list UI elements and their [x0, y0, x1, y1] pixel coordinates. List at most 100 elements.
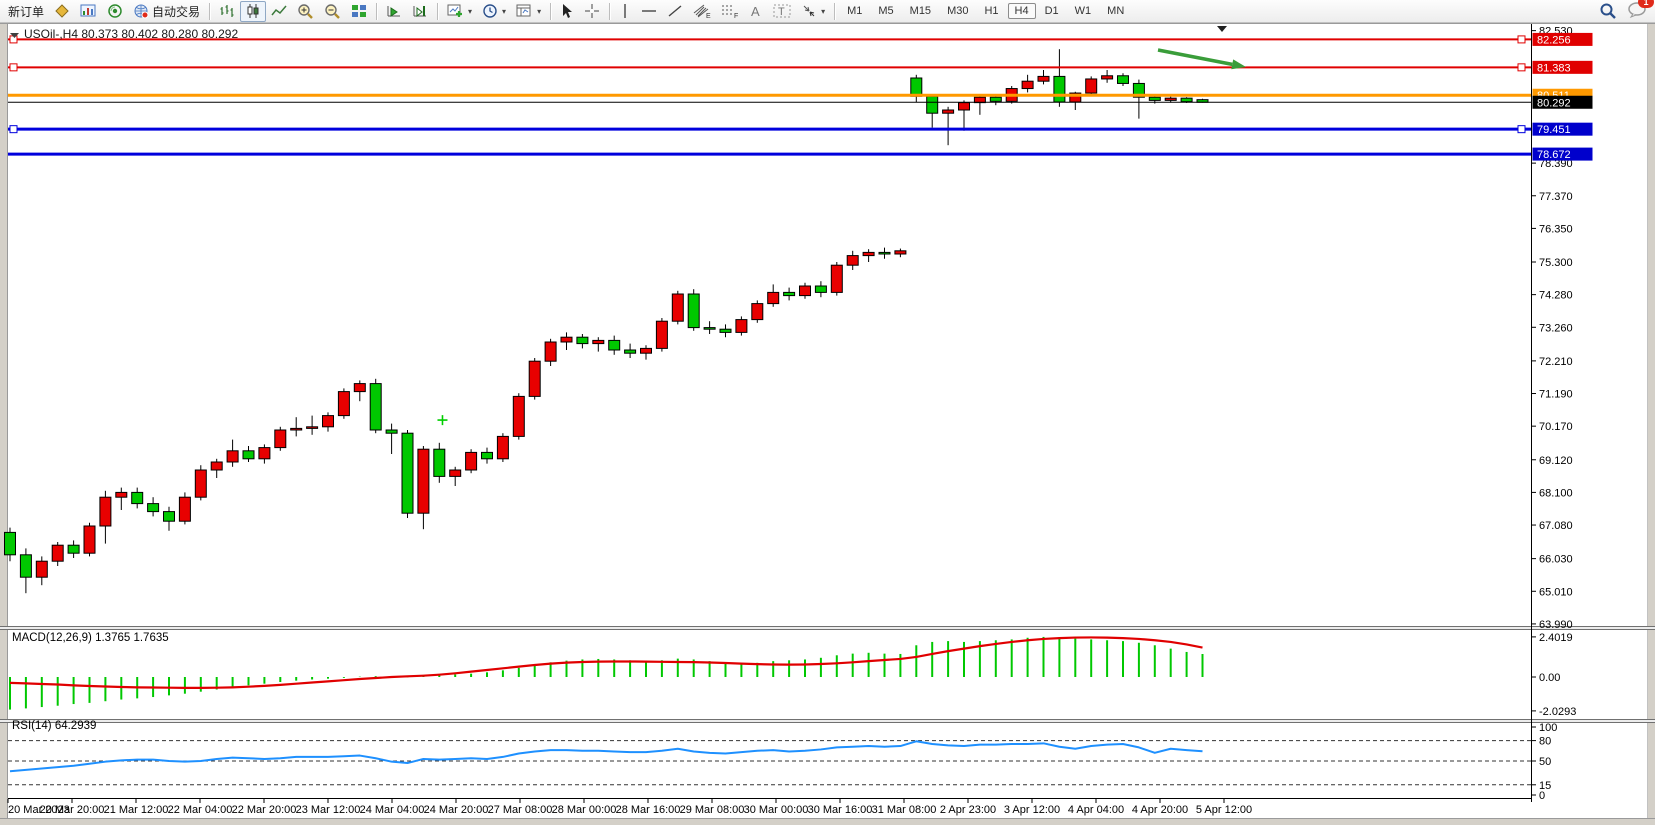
timeframe-h4[interactable]: H4	[1007, 3, 1036, 19]
macd-label: MACD(12,26,9) 1.3765 1.7635	[12, 632, 169, 644]
zoom-in-icon	[298, 3, 313, 19]
svg-text:27 Mar 08:00: 27 Mar 08:00	[488, 804, 553, 816]
svg-text:81.383: 81.383	[1537, 62, 1571, 74]
chart-shift-button[interactable]	[407, 1, 433, 22]
horizontal-line-tool-button[interactable]	[636, 1, 662, 22]
svg-text:4 Apr 04:00: 4 Apr 04:00	[1068, 804, 1124, 816]
toolbar-separator	[834, 2, 836, 20]
svg-text:31 Mar 08:00: 31 Mar 08:00	[872, 804, 937, 816]
horizontal-lines-layer	[8, 35, 1531, 156]
zoom-out-button[interactable]	[319, 1, 346, 22]
autotrade-button[interactable]: 自动交易	[128, 1, 205, 22]
auto-scroll-button[interactable]	[381, 1, 407, 22]
timeframe-group: M1 M5 M15 M30 H1 H4 D1 W1 MN	[839, 3, 1132, 19]
svg-text:24 Mar 04:00: 24 Mar 04:00	[360, 804, 425, 816]
zoom-in-button[interactable]	[292, 1, 319, 22]
svg-text:79.451: 79.451	[1537, 124, 1571, 136]
order-book-button[interactable]	[49, 1, 75, 22]
svg-text:T: T	[778, 6, 785, 18]
bar-chart-mode-button[interactable]	[214, 1, 240, 22]
macd-panel	[9, 636, 1204, 710]
market-watch-button[interactable]	[75, 1, 102, 22]
timeframe-mn[interactable]: MN	[1107, 5, 1125, 17]
vertical-line-tool-button[interactable]	[614, 1, 636, 22]
trend-arrow[interactable]	[1157, 48, 1233, 67]
arrows-tool-button[interactable]: ▾	[796, 1, 830, 22]
svg-text:71.190: 71.190	[1539, 389, 1573, 401]
template-button[interactable]: ▾	[511, 1, 546, 22]
macd-signal-line	[9, 636, 1203, 689]
candlestick-mode-button[interactable]	[240, 0, 267, 22]
fibonacci-tool-button[interactable]: F	[716, 1, 744, 22]
chevron-down-icon: ▾	[502, 6, 507, 16]
price-tag-78.672	[1532, 147, 1593, 161]
svg-text:76.350: 76.350	[1539, 223, 1573, 235]
cursor-tool-button[interactable]	[555, 1, 579, 22]
main-toolbar: 新订单 自动交易 ▾ ▾	[0, 0, 1655, 23]
timeframe-m5[interactable]: M5	[878, 5, 894, 17]
period-button[interactable]: ▾	[477, 1, 511, 22]
svg-text:2.4019: 2.4019	[1539, 632, 1573, 644]
plus-marker	[437, 415, 448, 426]
price-tag-82.256	[1532, 32, 1593, 46]
chart-canvas[interactable]: USOil-,H4 80.373 80.402 80.280 80.292 MAC…	[0, 23, 1655, 818]
window-left-border	[0, 23, 7, 818]
autotrade-icon	[134, 4, 149, 19]
svg-text:66.030: 66.030	[1539, 554, 1573, 566]
svg-text:23 Mar 12:00: 23 Mar 12:00	[296, 804, 361, 816]
label-tool-button[interactable]: T	[768, 1, 796, 22]
autotrade-label: 自动交易	[152, 4, 201, 19]
new-chart-button[interactable]: ▾	[442, 1, 477, 22]
svg-text:24 Mar 20:00: 24 Mar 20:00	[424, 804, 489, 816]
rsi-panel	[8, 740, 1531, 786]
trendline-tool-button[interactable]	[662, 1, 688, 22]
new-order-button[interactable]: 新订单	[3, 1, 49, 22]
chevron-down-icon: ▾	[468, 6, 473, 16]
notification-badge: 1	[1638, 0, 1654, 8]
trend-arrow-head	[1231, 59, 1246, 70]
toolbar-separator	[209, 2, 211, 20]
chart-shift-icon	[413, 6, 427, 18]
svg-text:50: 50	[1539, 756, 1551, 768]
svg-text:80: 80	[1539, 736, 1551, 748]
signals-icon	[108, 4, 122, 18]
price-axis[interactable]: 82.53078.39077.37076.35075.30074.28073.2…	[1531, 26, 1593, 802]
svg-text:A: A	[751, 4, 760, 19]
svg-text:20 Mar 2023: 20 Mar 2023	[8, 804, 70, 816]
timeframe-m30[interactable]: M30	[947, 5, 969, 17]
template-icon	[516, 4, 531, 17]
toolbar-separator	[437, 2, 439, 20]
signals-button[interactable]	[102, 1, 128, 22]
timeframe-m1[interactable]: M1	[847, 5, 863, 17]
svg-text:72.210: 72.210	[1539, 356, 1573, 368]
crosshair-tool-button[interactable]	[579, 1, 605, 22]
zoom-out-icon	[325, 3, 340, 19]
tile-windows-button[interactable]	[346, 1, 372, 22]
text-tool-button[interactable]: A	[744, 1, 768, 22]
notifications-button[interactable]: 1	[1627, 0, 1654, 21]
status-bar	[0, 818, 1655, 825]
svg-text:67.080: 67.080	[1539, 520, 1573, 532]
svg-text:-2.0293: -2.0293	[1539, 706, 1576, 718]
timeframe-m15[interactable]: M15	[909, 5, 932, 17]
toolbar-separator	[550, 2, 552, 20]
tile-windows-icon	[352, 5, 367, 17]
line-chart-mode-button[interactable]	[266, 1, 292, 22]
rsi-line	[9, 740, 1203, 773]
channel-tool-button[interactable]: E	[688, 1, 716, 22]
search-icon[interactable]	[1599, 2, 1617, 20]
price-tag-80.292	[1532, 95, 1593, 109]
svg-text:F: F	[734, 13, 738, 19]
timeframe-d1[interactable]: D1	[1044, 5, 1059, 17]
price-tag-79.451	[1532, 122, 1593, 136]
timeframe-w1[interactable]: W1	[1074, 5, 1092, 17]
order-book-icon	[55, 4, 69, 18]
timeframe-h1[interactable]: H1	[984, 5, 999, 17]
one-click-toggle[interactable]	[10, 33, 19, 38]
line-handle	[9, 35, 18, 44]
svg-text:73.260: 73.260	[1539, 322, 1573, 334]
cursor-icon	[563, 4, 573, 18]
svg-text:70.170: 70.170	[1539, 421, 1573, 433]
svg-text:15: 15	[1539, 780, 1551, 792]
